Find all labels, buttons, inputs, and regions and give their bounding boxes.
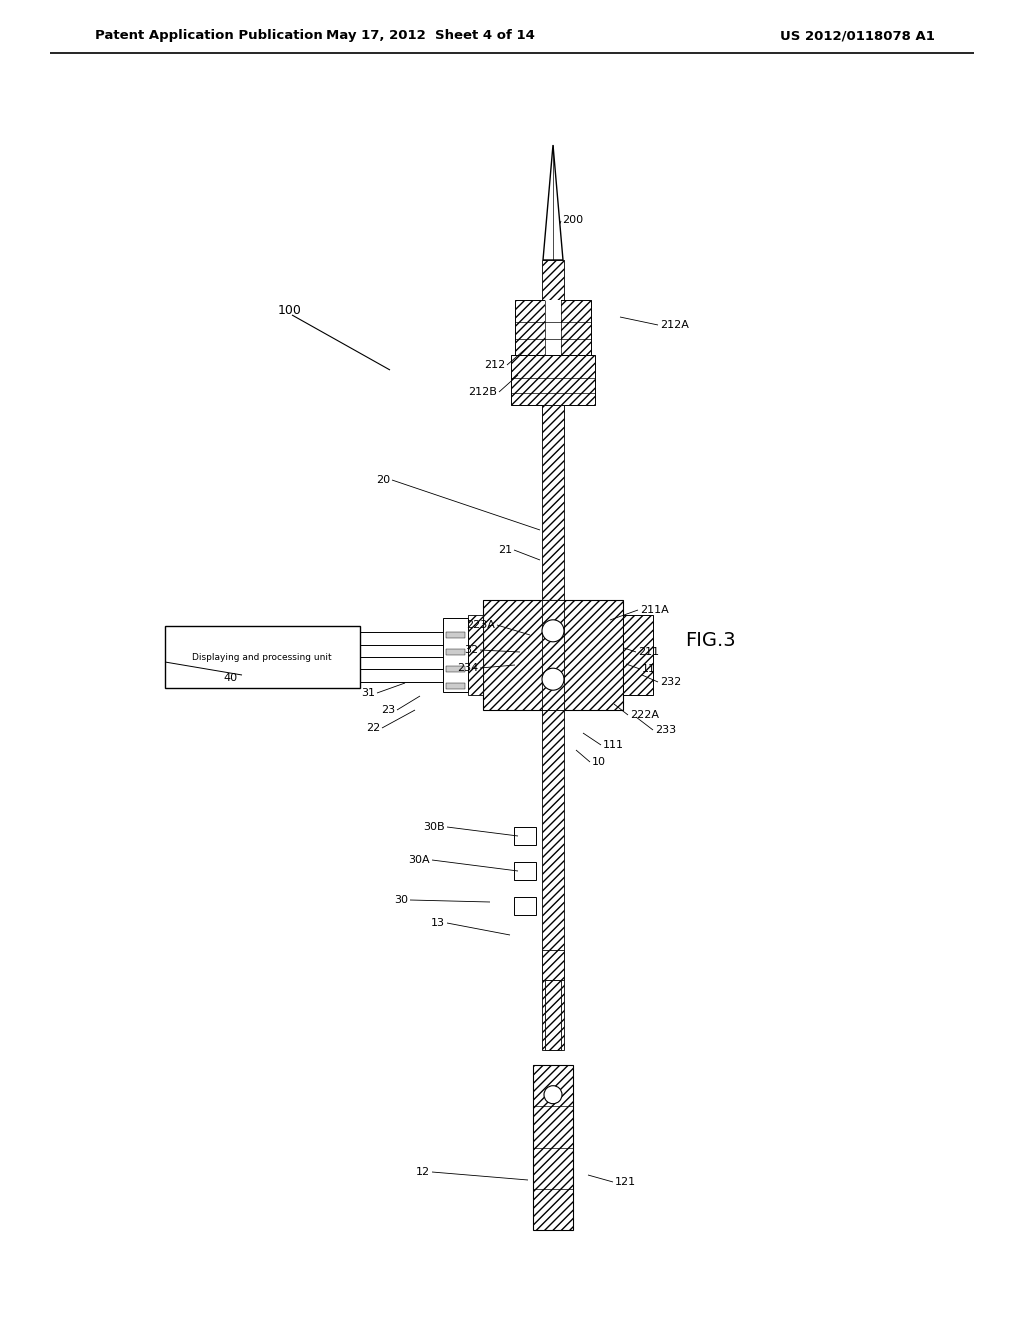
Text: 211A: 211A [640,605,669,615]
Bar [446,632,465,638]
Bar [483,601,623,710]
Bar [542,950,564,979]
Bar [511,355,595,405]
Text: 30A: 30A [409,855,430,865]
Text: 10: 10 [592,756,606,767]
Bar [545,300,561,355]
Text: 20: 20 [376,475,390,484]
Text: 22: 22 [366,723,380,733]
Bar [165,626,360,688]
Text: 233: 233 [655,725,676,735]
Text: 232: 232 [660,677,681,686]
Text: 40: 40 [224,673,238,682]
Text: 223A: 223A [466,620,495,630]
Text: 222A: 222A [630,710,659,719]
Text: 212: 212 [483,360,505,370]
Text: 121: 121 [615,1177,636,1187]
Bar [446,682,465,689]
Text: 32: 32 [464,645,478,655]
Bar [446,667,465,672]
Bar [514,862,536,880]
Text: US 2012/0118078 A1: US 2012/0118078 A1 [780,29,935,42]
Bar [514,898,536,915]
Text: 31: 31 [361,688,375,698]
Polygon shape [543,145,563,260]
Text: 212B: 212B [468,387,497,397]
Text: May 17, 2012  Sheet 4 of 14: May 17, 2012 Sheet 4 of 14 [326,29,535,42]
Circle shape [544,1085,562,1104]
Text: 21: 21 [498,545,512,554]
Bar [468,615,483,696]
Text: 211: 211 [638,647,659,657]
Bar [542,260,564,436]
Text: 111: 111 [603,741,624,750]
Bar [443,618,468,692]
Bar [542,710,564,1049]
Text: Patent Application Publication: Patent Application Publication [95,29,323,42]
Bar [542,405,564,620]
Text: 30B: 30B [423,822,445,832]
Bar [534,1065,573,1230]
Text: 12: 12 [416,1167,430,1177]
Circle shape [542,620,564,642]
Bar [446,649,465,655]
Text: FIG.3: FIG.3 [685,631,735,649]
Text: 212A: 212A [660,319,689,330]
Bar [545,979,561,1049]
Text: Displaying and processing unit: Displaying and processing unit [193,652,332,661]
Bar [515,300,591,355]
Bar [623,615,653,696]
Text: 234: 234 [457,663,478,673]
Bar [514,828,536,845]
Text: 200: 200 [562,215,583,224]
Text: 23: 23 [381,705,395,715]
Text: 11: 11 [642,664,656,675]
Text: 13: 13 [431,917,445,928]
Bar [542,601,564,710]
Text: 100: 100 [278,304,302,317]
Text: 30: 30 [394,895,408,906]
Circle shape [542,668,564,690]
